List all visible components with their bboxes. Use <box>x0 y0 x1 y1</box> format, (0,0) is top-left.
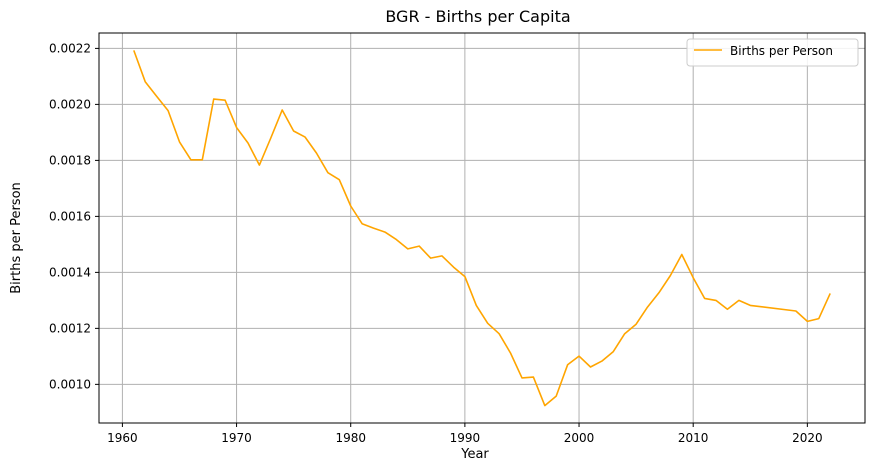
y-tick-label: 0.0022 <box>49 41 91 55</box>
y-tick-label: 0.0010 <box>49 377 91 391</box>
series-line <box>133 50 831 407</box>
x-tick-label: 1970 <box>221 431 252 445</box>
tick-layer: 1960 1970 1980 1990 2000 2010 2020 0.0010 0.0012… <box>49 41 823 445</box>
x-tick-label: 1980 <box>335 431 366 445</box>
x-tick-label: 2010 <box>678 431 709 445</box>
x-tick-label: 2000 <box>564 431 595 445</box>
grid-layer <box>99 33 865 423</box>
x-tick-label: 1960 <box>107 431 138 445</box>
y-tick-label: 0.0016 <box>49 209 91 223</box>
y-tick-label: 0.0018 <box>49 153 91 167</box>
y-tick-label: 0.0020 <box>49 97 91 111</box>
series-layer <box>133 50 831 407</box>
legend-box <box>686 38 859 67</box>
x-tick-label: 1990 <box>450 431 481 445</box>
y-tick-label: 0.0012 <box>49 321 91 335</box>
x-tick-label: 2020 <box>792 431 823 445</box>
y-tick-label: 0.0014 <box>49 265 91 279</box>
legend-label: Births per Person <box>730 44 833 58</box>
legend: Births per Person <box>686 38 859 67</box>
chart-title: BGR - Births per Capita <box>385 7 570 26</box>
plot-frame <box>98 32 866 424</box>
x-axis-label: Year <box>460 447 489 462</box>
y-axis-label: Births per Person <box>9 182 24 294</box>
